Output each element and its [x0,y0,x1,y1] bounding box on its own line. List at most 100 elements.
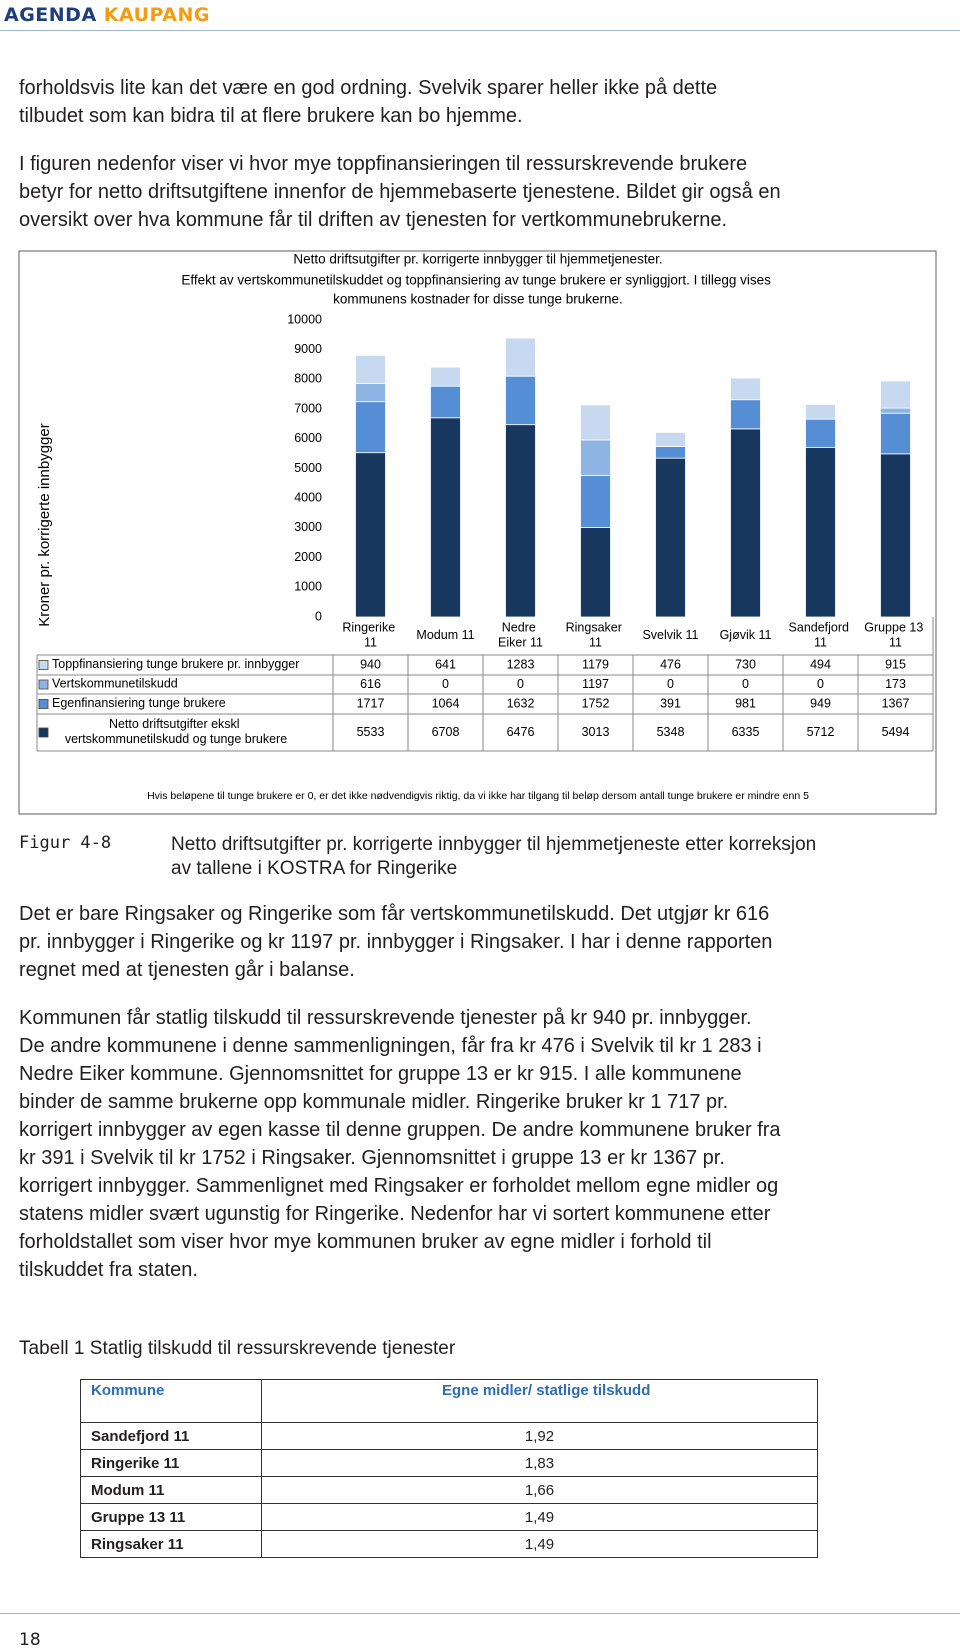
text-line: Kommunen får statlig tilskudd til ressur… [19,1007,752,1029]
footer-rule [0,1613,960,1614]
table: Kommune Egne midler/ statlige tilskudd Sa… [80,1379,818,1558]
data-value: 391 [660,696,681,710]
table-cell: Ringsaker 11 [80,1530,262,1558]
data-value: 173 [885,677,906,691]
text-line: forholdsvis lite kan det være en god ord… [19,77,718,99]
table-row: Ringsaker 11 1,49 [80,1530,818,1558]
table-cell: 1,49 [261,1530,818,1558]
y-tick-label: 9000 [294,342,322,356]
table-row: Sandefjord 11 1,92 [80,1422,818,1450]
bar-segment [355,452,386,618]
table-cell: 1,49 [261,1503,818,1531]
brand-accent: KAUPANG [103,4,210,26]
text-line: De andre kommunene i denne sammenligning… [19,1035,762,1057]
text-line: Nedre Eiker kommune. Gjennomsnittet for … [19,1063,742,1085]
bar-segment [805,418,836,448]
bar-segment [880,453,911,618]
paragraph: forholdsvis lite kan det være en god ord… [19,74,717,130]
legend-swatch [38,679,49,690]
text-line: korrigert innbygger av egen kasse til de… [19,1119,781,1141]
bar-segment [730,377,761,401]
header-rule [0,30,960,31]
text-line: binder de samme brukerne opp kommunale m… [19,1091,729,1113]
data-value: 915 [885,657,906,671]
chart-subtitle: Effekt av vertskommunetilskuddet og topp… [181,272,774,306]
text-line: korrigert innbygger. Sammenlignet med Ri… [19,1175,779,1197]
bar-segment [805,404,836,420]
paragraph: Kommunen får statlig tilskudd til ressur… [19,1004,781,1284]
chart-note: Hvis beløpene til tunge brukere er 0, er… [147,790,809,802]
data-value: 1064 [432,696,460,710]
data-value: 1367 [882,696,910,710]
y-tick-label: 2000 [294,550,322,564]
header-cell: Egne midler/ statlige tilskudd [261,1379,818,1423]
x-tick-label: Ringerike 11 [342,621,398,650]
data-value: 1283 [507,657,535,671]
legend-swatch [38,727,49,738]
chart-frame [18,250,937,815]
bar-segment [805,446,836,618]
data-value: 5348 [657,725,685,739]
bar-segment [355,355,386,384]
chart-title: Netto driftsutgifter pr. korrigerte innb… [293,252,662,267]
y-axis-label: Kroner pr. korrigerte innbygger [36,423,53,626]
bar-segment [505,337,536,377]
y-tick-label: 6000 [294,431,322,445]
data-value: 0 [817,677,824,691]
x-tick-label: Gruppe 13 11 [864,621,927,650]
text-line: I figuren nedenfor viser vi hvor mye top… [19,153,748,175]
legend-label: Toppfinansiering tunge brukere pr. innby… [52,657,299,671]
y-tick-label: 8000 [294,372,322,386]
data-value: 1179 [582,657,609,671]
bar-segment [580,439,611,476]
bar-segment [655,457,686,618]
text-line: statens midler svært ugunstig for Ringer… [19,1203,771,1225]
bar-segment [505,375,536,426]
x-tick-label: Gjøvik 11 [720,628,772,642]
bar-segment [430,366,461,387]
y-tick-label: 1000 [294,580,322,594]
x-tick-label: Ringsaker 11 [566,621,626,650]
legend-swatch [38,699,49,709]
legend-label: Netto driftsutgifter ekskl vertskommunet… [65,717,287,746]
table-row: Gruppe 13 11 1,49 [80,1503,818,1531]
text-line: Netto driftsutgifter pr. korrigerte innb… [171,834,817,855]
text-line: oversikt over hva kommune får til drifte… [19,209,728,231]
data-value: 3013 [582,725,610,739]
data-value: 5533 [357,725,385,739]
bar-segment [880,380,911,409]
data-value: 730 [735,657,756,671]
data-value: 6476 [507,725,535,739]
table-cell: Gruppe 13 11 [80,1503,262,1531]
bar-segment [880,407,911,414]
table-cell: Ringerike 11 [80,1449,262,1477]
figure-label: Figur 4-8 [19,833,112,853]
bar-segment [655,432,686,447]
text-line: Det er bare Ringsaker og Ringerike som f… [19,903,770,925]
paragraph: I figuren nedenfor viser vi hvor mye top… [19,150,781,234]
data-value: 1717 [357,696,385,710]
data-value: 1752 [582,696,610,710]
table-title: Tabell 1 Statlig tilskudd til ressurskre… [19,1338,456,1359]
text-line: regnet med at tjenesten går i balanse. [19,959,355,981]
x-tick-label: Sandefjord 11 [789,621,853,650]
data-value: 0 [442,677,449,691]
data-value: 949 [810,696,831,710]
text-line: kr 391 i Svelvik til kr 1752 i Ringsaker… [19,1147,725,1169]
data-value: 1197 [582,677,609,691]
paragraph: Det er bare Ringsaker og Ringerike som f… [19,900,772,984]
y-tick-label: 10000 [287,312,322,326]
bar-segment [430,385,461,419]
data-value: 616 [360,677,381,691]
data-value: 0 [742,677,749,691]
y-tick-label: 7000 [294,401,322,415]
text-line: forholdstallet som viser hvor mye kommun… [19,1231,712,1253]
data-value: 494 [810,657,831,671]
data-value: 5494 [882,725,910,739]
bar-segment [355,401,386,454]
y-tick-label: 0 [315,609,322,623]
y-tick-label: 5000 [294,461,322,475]
text-line: tilbudet som kan bidra til at flere bruk… [19,105,523,127]
